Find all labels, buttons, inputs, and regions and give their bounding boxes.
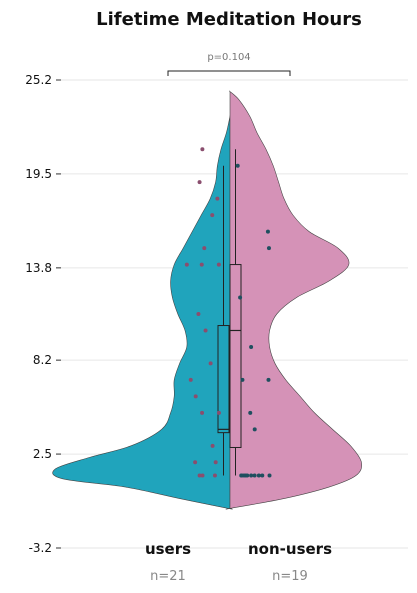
y-axis: -3.2 2.5 8.2 13.8 19.5 25.2 <box>25 73 61 555</box>
box-non-users <box>229 264 242 448</box>
point-users <box>193 394 198 399</box>
point-non-users <box>265 229 270 234</box>
data-points <box>184 147 272 478</box>
point-users <box>212 473 217 478</box>
point-users <box>200 147 205 152</box>
point-non-users <box>245 473 250 478</box>
y-tick-label: 13.8 <box>25 261 52 275</box>
point-users <box>197 180 202 185</box>
point-users <box>216 410 221 415</box>
point-non-users <box>252 427 257 432</box>
point-users <box>200 410 205 415</box>
point-non-users <box>260 473 265 478</box>
point-users <box>215 196 220 201</box>
category-label-non-users: non-users <box>248 540 332 558</box>
box-users <box>217 325 230 434</box>
point-users <box>216 262 221 267</box>
point-non-users <box>249 473 254 478</box>
point-non-users <box>256 473 261 478</box>
n-label-users: n=21 <box>150 569 186 584</box>
point-users <box>208 361 213 366</box>
point-users <box>199 262 204 267</box>
p-value-label: p=0.104 <box>207 52 250 63</box>
point-non-users <box>240 377 245 382</box>
point-users <box>210 443 215 448</box>
n-label-non-users: n=19 <box>272 569 308 584</box>
point-non-users <box>238 295 243 300</box>
boxplots <box>217 149 242 476</box>
y-tick-label: 2.5 <box>33 447 52 461</box>
point-users <box>197 473 202 478</box>
category-label-users: users <box>145 540 191 558</box>
point-users <box>213 460 218 465</box>
point-users <box>203 328 208 333</box>
point-non-users <box>249 344 254 349</box>
point-non-users <box>266 377 271 382</box>
point-users <box>196 312 201 316</box>
violin-users <box>52 114 233 510</box>
point-users <box>193 460 198 465</box>
chart-title: Lifetime Meditation Hours <box>96 9 362 30</box>
violin-non-users <box>225 90 362 510</box>
y-tick-label: -3.2 <box>29 541 52 555</box>
y-tick-label: 8.2 <box>33 353 52 367</box>
point-users <box>202 246 207 251</box>
category-labels: users non-users n=21 n=19 <box>145 540 332 584</box>
point-non-users <box>266 246 271 251</box>
y-tick-label: 19.5 <box>25 167 52 181</box>
point-non-users <box>252 473 257 478</box>
point-non-users <box>248 410 253 415</box>
point-non-users <box>267 473 272 478</box>
point-users <box>200 473 205 478</box>
violins <box>52 90 362 510</box>
point-users <box>184 262 189 267</box>
point-non-users <box>235 163 240 168</box>
point-users <box>210 213 215 218</box>
bracket-line <box>167 70 291 76</box>
point-users <box>188 377 193 382</box>
significance-bracket: p=0.104 <box>167 52 291 76</box>
y-tick-label: 25.2 <box>25 73 52 87</box>
point-non-users <box>239 473 244 478</box>
